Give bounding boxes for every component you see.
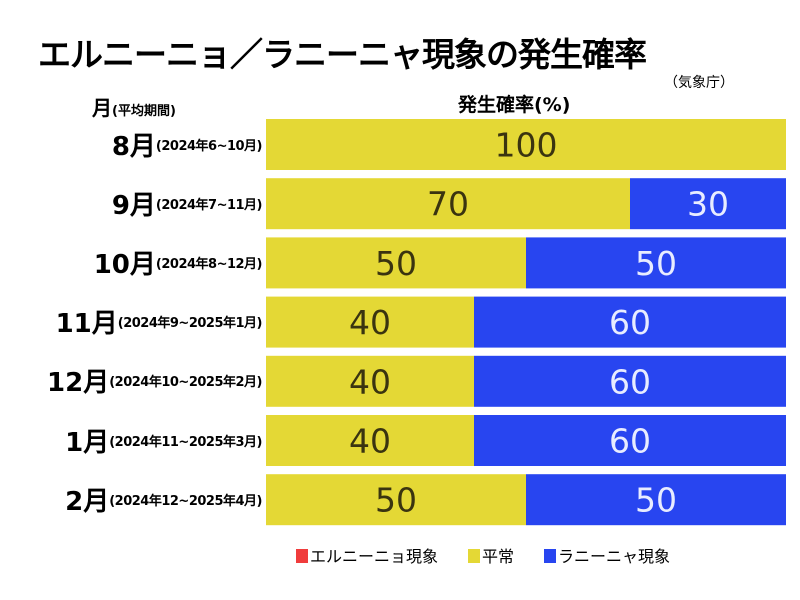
bar-segment (630, 178, 786, 230)
row-label-month: 11月 (55, 309, 118, 340)
bar-segment (474, 296, 786, 348)
legend-item: ラニーニャ現象 (544, 543, 670, 567)
legend-swatch (296, 549, 308, 563)
row-label-month: 2月 (65, 486, 110, 517)
row-label-period: (2024年12~2025年4月) (109, 493, 262, 509)
bar-segment (266, 474, 526, 526)
row-label: 12月 (2024年10~2025年2月) (47, 355, 262, 407)
bar-segment (266, 355, 474, 407)
data-label: 50 (635, 244, 677, 283)
bar-segment (266, 119, 786, 170)
chart-title: エルニーニョ／ラニーニャ現象の発生確率 (38, 35, 647, 74)
data-label: 30 (687, 185, 729, 224)
legend-label: エルニーニョ現象 (310, 547, 439, 566)
legend-label: ラニーニャ現象 (558, 547, 671, 566)
y-axis-label: 月(平均期間) (92, 92, 176, 121)
data-label: 50 (375, 481, 417, 520)
row-label: 11月 (2024年9~2025年1月) (55, 296, 263, 348)
legend-item: エルニーニョ現象 (296, 543, 438, 567)
row-label-month: 9月 (111, 190, 156, 221)
row-label-month: 10月 (93, 249, 156, 280)
legend: エルニーニョ現象 平常 ラニーニャ現象 (296, 543, 670, 567)
row-label-period: (2024年11~2025年3月) (109, 434, 262, 450)
row-label: 9月 (2024年7~11月) (111, 177, 263, 229)
row-label-period: (2024年10~2025年2月) (109, 375, 262, 391)
legend-item: 平常 (468, 543, 514, 567)
bar-segment (266, 178, 630, 230)
row-label-month: 8月 (111, 131, 156, 162)
row-label-period: (2024年6~10月) (155, 138, 263, 154)
row-label-month: 12月 (47, 368, 110, 399)
row-label: 8月 (2024年6~10月) (111, 118, 263, 170)
data-label: 50 (375, 244, 417, 283)
data-label: 60 (609, 303, 651, 342)
bar-segment (266, 296, 474, 348)
bar-segment (526, 237, 786, 289)
bar-segment (474, 415, 786, 466)
row-label-period: (2024年9~2025年1月) (117, 316, 263, 332)
data-label: 70 (427, 185, 469, 224)
legend-swatch (544, 549, 557, 563)
data-label: 40 (349, 422, 391, 461)
bar-segment (526, 474, 786, 526)
bar-segment (266, 237, 526, 289)
row-label-period: (2024年8~12月) (155, 256, 263, 272)
row-label: 2月 (2024年12~2025年4月) (65, 473, 262, 525)
x-axis-label: 発生確率(%) (458, 94, 571, 116)
row-label: 1月 (2024年11~2025年3月) (65, 414, 262, 466)
chart-source: （気象庁） (664, 75, 734, 91)
legend-label: 平常 (482, 547, 515, 566)
row-label-month: 1月 (65, 427, 110, 458)
data-label: 40 (349, 362, 391, 401)
row-label: 10月 (2024年8~12月) (93, 236, 263, 288)
y-axis-label-sub: (平均期間) (112, 104, 176, 119)
y-axis-label-main: 月 (92, 96, 112, 120)
data-label: 50 (635, 481, 677, 520)
bar-segment (474, 355, 786, 407)
data-label: 100 (495, 126, 558, 165)
data-label: 60 (609, 422, 651, 461)
bar-segment (266, 415, 474, 466)
data-label: 60 (609, 362, 651, 401)
row-label-period: (2024年7~11月) (155, 197, 263, 213)
data-label: 40 (349, 303, 391, 342)
legend-swatch (468, 549, 481, 563)
